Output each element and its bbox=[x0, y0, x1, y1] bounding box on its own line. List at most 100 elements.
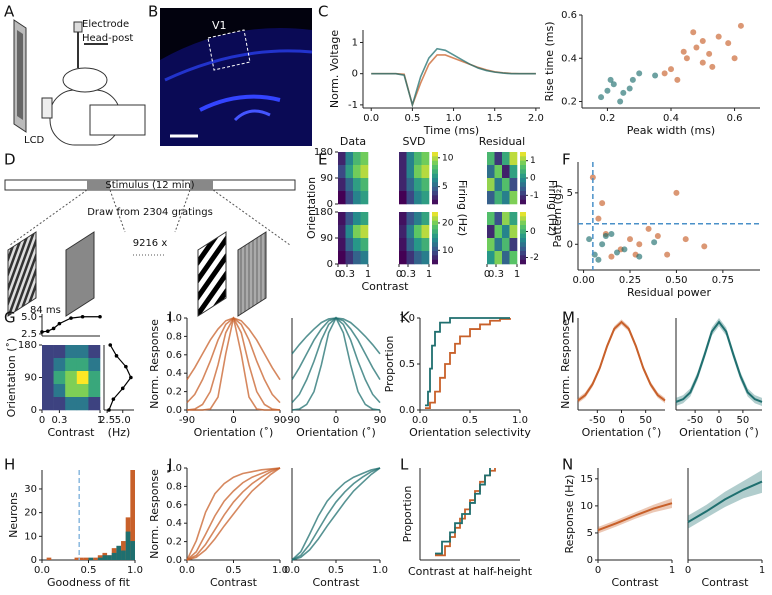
point bbox=[654, 233, 661, 240]
panel-label: J bbox=[167, 456, 172, 474]
heatmap-cell bbox=[406, 152, 415, 166]
x-axis-label: Contrast at half-height bbox=[408, 565, 533, 578]
heatmap-cell bbox=[502, 165, 510, 179]
heatmap-cell bbox=[88, 345, 101, 359]
bar bbox=[111, 552, 117, 560]
y-tick-label: 0 bbox=[587, 555, 593, 566]
point bbox=[40, 330, 44, 334]
heatmap-cell bbox=[509, 178, 518, 192]
heatmap-cell bbox=[399, 212, 407, 226]
y-tick-label: 0.8 bbox=[166, 331, 182, 342]
heatmap-cell bbox=[88, 358, 101, 372]
heatmap-cell bbox=[353, 191, 361, 205]
x-tick-label: 0.5 bbox=[462, 415, 478, 426]
x-tick-label: 0.0 bbox=[412, 415, 428, 426]
x-tick-label: 90 bbox=[374, 415, 387, 426]
point bbox=[604, 87, 611, 94]
point bbox=[699, 37, 706, 44]
y-axis-label: Orientation (˚) bbox=[5, 338, 18, 418]
y-tick-label: 90 bbox=[320, 173, 333, 184]
heatmap-cell bbox=[502, 225, 510, 239]
x-axis-label: Orientation (˚) bbox=[296, 426, 376, 439]
colorbar-segment bbox=[520, 160, 526, 166]
curve bbox=[291, 316, 381, 411]
colorbar-segment bbox=[432, 242, 438, 247]
colorbar-segment bbox=[520, 169, 526, 174]
heatmap-cell bbox=[338, 212, 346, 226]
point bbox=[636, 241, 643, 248]
point bbox=[636, 253, 643, 260]
point bbox=[709, 63, 716, 70]
point bbox=[680, 48, 687, 55]
point bbox=[589, 174, 596, 181]
x-axis-label: Contrast bbox=[701, 576, 749, 589]
point bbox=[608, 253, 615, 260]
heatmap-cell bbox=[65, 384, 78, 398]
curve bbox=[371, 47, 536, 108]
y-tick-label: 30 bbox=[24, 484, 37, 495]
heatmap-cell bbox=[494, 165, 503, 179]
y-tick-label: 180 bbox=[18, 340, 37, 351]
y-tick-label: 90 bbox=[24, 373, 37, 384]
x-axis-label: Contrast bbox=[47, 426, 95, 439]
colorbar-segment bbox=[520, 220, 526, 226]
y-tick-label: 0.2 bbox=[166, 537, 182, 548]
point bbox=[57, 321, 62, 326]
heatmap-cell bbox=[353, 238, 361, 252]
heatmap-cell bbox=[399, 178, 407, 192]
y-tick-label: 0 bbox=[352, 69, 358, 80]
y-tick-label: -1 bbox=[348, 100, 358, 111]
point bbox=[607, 76, 614, 83]
x-tick-label: 0.0 bbox=[363, 113, 379, 124]
heatmap-cell bbox=[414, 212, 422, 226]
colorbar-segment bbox=[432, 216, 438, 221]
y-tick-label: 0 bbox=[567, 239, 573, 250]
mean-curve bbox=[597, 502, 673, 532]
y-tick-label: 0.6 bbox=[561, 10, 577, 21]
point bbox=[69, 316, 73, 320]
colorbar-segment bbox=[432, 225, 438, 230]
colorbar-segment bbox=[432, 169, 438, 174]
curve bbox=[291, 467, 381, 561]
curve bbox=[371, 54, 536, 108]
y-tick-label: 2.5 bbox=[21, 329, 37, 340]
colorbar-segment bbox=[432, 251, 438, 256]
y-axis-label: Norm. Response bbox=[148, 469, 161, 559]
e-x-label: Contrast bbox=[361, 280, 409, 293]
panel-label: N bbox=[562, 456, 573, 474]
x-tick-label: 0.5 bbox=[226, 565, 242, 576]
panel-label: E bbox=[318, 151, 327, 169]
y-tick-label: 5 bbox=[587, 528, 593, 539]
colorbar-tick-label: 20 bbox=[442, 218, 454, 228]
colorbar-segment bbox=[432, 212, 438, 217]
colorbar-segment bbox=[432, 165, 438, 170]
y-tick-label: 0.2 bbox=[561, 97, 577, 108]
y-tick-label: 0.5 bbox=[399, 359, 415, 370]
x-tick-label: 0 bbox=[716, 415, 722, 426]
heatmap-cell bbox=[345, 165, 354, 179]
heatmap-cell bbox=[338, 191, 346, 205]
e-colorbar-label: Firing (Hz) bbox=[456, 180, 469, 236]
y-axis-label: Norm. Response bbox=[148, 319, 161, 409]
point bbox=[598, 94, 605, 101]
heatmap-cell bbox=[53, 397, 66, 411]
colorbar-tick-label: 10 bbox=[442, 246, 454, 256]
heatmap-cell bbox=[360, 178, 369, 192]
x-axis-label: Residual power bbox=[627, 286, 711, 299]
x-axis-label: Orientation (˚) bbox=[679, 426, 759, 439]
point bbox=[98, 314, 102, 319]
bar bbox=[102, 555, 108, 560]
point bbox=[617, 98, 624, 105]
x-tick-label: 0 bbox=[484, 269, 490, 280]
panel-label: G bbox=[4, 309, 16, 327]
stimulus-diagram bbox=[4, 179, 296, 317]
heatmap-cell bbox=[494, 152, 503, 166]
e-y-label: Orientation bbox=[305, 177, 318, 239]
panel-label: H bbox=[4, 456, 15, 474]
point bbox=[586, 236, 593, 243]
y-axis-label: Neurons bbox=[7, 492, 20, 538]
heatmap-cell bbox=[509, 251, 518, 265]
y-tick-label: 180 bbox=[314, 207, 333, 218]
panel-label: A bbox=[4, 3, 15, 21]
x-tick-label: -90 bbox=[284, 415, 300, 426]
